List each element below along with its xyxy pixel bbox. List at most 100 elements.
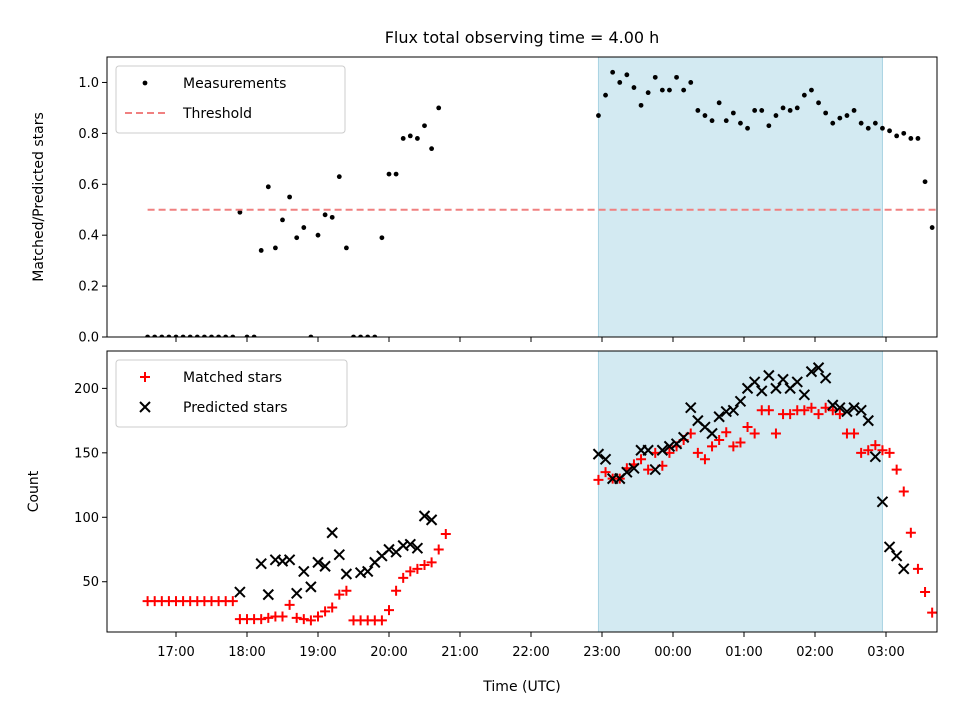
measurements-point <box>908 136 914 141</box>
predicted-stars-point <box>827 399 839 411</box>
matched-stars-point <box>849 428 860 439</box>
observing-window-band <box>598 351 883 632</box>
measurements-point <box>688 80 694 85</box>
y-tick-label: 0.2 <box>78 280 99 295</box>
measurements-point <box>393 171 399 177</box>
y-tick-label: 100 <box>74 511 99 526</box>
measurements-point <box>322 212 328 218</box>
predicted-stars-point <box>734 395 747 407</box>
plot-frame <box>106 350 938 633</box>
measurements-point <box>638 102 644 108</box>
matched-stars-point <box>313 611 323 622</box>
measurements-point <box>429 146 434 152</box>
matched-stars-point <box>735 437 746 448</box>
measurements-point <box>358 334 363 337</box>
matched-stars-point <box>440 529 451 540</box>
predicted-stars-point <box>677 431 690 444</box>
matched-stars-point <box>941 608 951 618</box>
legend-label-threshold: Threshold <box>182 106 252 122</box>
measurements-point <box>216 334 221 337</box>
x-tick-label: 21:00 <box>441 645 478 660</box>
legend-label-measurements: Measurements <box>183 76 286 92</box>
predicted-stars-point <box>819 372 832 384</box>
predicted-stars-point <box>255 557 267 570</box>
predicted-stars-point <box>770 382 782 395</box>
measurements-point <box>851 108 857 113</box>
measurements-point <box>258 248 264 253</box>
measurements-point <box>237 209 243 215</box>
matched-stars-point <box>298 614 309 625</box>
measurements-point <box>610 69 616 75</box>
x-tick-label: 01:00 <box>725 645 762 660</box>
measurements-point <box>730 110 736 116</box>
predicted-stars-point <box>727 404 740 417</box>
predicted-stars-point <box>404 538 417 551</box>
measurements-point <box>624 72 630 78</box>
matched-stars-point <box>749 428 760 439</box>
predicted-stars-point <box>298 565 310 578</box>
measurements-point <box>809 87 814 93</box>
matched-stars-point <box>636 454 647 465</box>
y-axis-label: Count <box>26 470 42 512</box>
matched-stars-point <box>391 585 402 596</box>
measurements-point <box>351 334 356 337</box>
predicted-stars-point <box>855 404 867 417</box>
y-tick-label: 0.8 <box>78 127 99 142</box>
matched-stars-point <box>806 402 817 413</box>
flux-ratio-panel: 0.0 0.2 0.4 0.6 0.8 1.0 Matched/Predicted star… <box>31 56 938 346</box>
measurements-point <box>667 87 672 93</box>
x-tick-label: 17:00 <box>157 645 194 660</box>
measurements-point <box>596 113 601 118</box>
matched-stars-point <box>728 441 739 452</box>
predicted-stars-point <box>592 448 605 460</box>
matched-stars-point <box>412 563 423 574</box>
matched-stars-point <box>277 611 288 622</box>
legend-swatch-measurements <box>142 80 148 86</box>
measurements-point <box>244 334 250 337</box>
measurements-point <box>695 108 701 113</box>
measurements-point <box>631 85 637 90</box>
measurements-point <box>187 334 193 337</box>
measurements-point <box>929 225 935 230</box>
legend-box <box>115 359 348 428</box>
measurements-point <box>830 120 836 126</box>
measurements-point <box>716 100 722 106</box>
measurements-point <box>365 334 371 337</box>
y-tick-label: 0.6 <box>78 178 99 193</box>
predicted-stars-point <box>883 541 896 553</box>
matched-stars-point <box>742 422 753 433</box>
predicted-stars-point <box>234 586 246 598</box>
matched-stars-point <box>898 486 909 497</box>
matched-stars-point <box>870 440 881 451</box>
x-tick-label: 22:00 <box>512 645 549 660</box>
matched-stars-point <box>905 527 916 538</box>
y-tick-label: 150 <box>74 446 99 461</box>
legend-swatch-matched-stars <box>140 372 150 382</box>
measurements-point <box>265 184 271 190</box>
star-count-panel: 50 100 150 200 17:00 18:00 19:00 20:00 21:00 22:0… <box>26 350 951 660</box>
matched-stars-point <box>419 559 430 570</box>
measurements-point <box>738 120 743 126</box>
measurements-point <box>617 80 623 85</box>
predicted-stars-point <box>262 588 275 601</box>
predicted-stars-point <box>812 362 825 374</box>
measurements-point <box>407 133 413 139</box>
measurements-point <box>936 336 937 337</box>
predicted-stars-point <box>663 440 676 453</box>
predicted-stars-point <box>411 542 424 554</box>
matched-stars-point <box>600 467 611 478</box>
measurements-point <box>294 235 300 241</box>
matched-stars-point <box>770 428 781 439</box>
legend-box <box>115 65 346 134</box>
measurements-point <box>230 334 236 337</box>
matched-stars-point <box>785 409 796 420</box>
predicted-stars-point <box>326 527 338 539</box>
measurements-point <box>887 128 892 134</box>
x-tick-label: 18:00 <box>228 645 265 660</box>
x-tick-label: 23:00 <box>583 645 620 660</box>
measurements-point <box>301 225 307 230</box>
measurements-point <box>386 171 392 177</box>
matched-stars-point <box>384 605 394 616</box>
y-tick-label: 0.0 <box>78 331 99 346</box>
measurements-point <box>723 118 729 124</box>
